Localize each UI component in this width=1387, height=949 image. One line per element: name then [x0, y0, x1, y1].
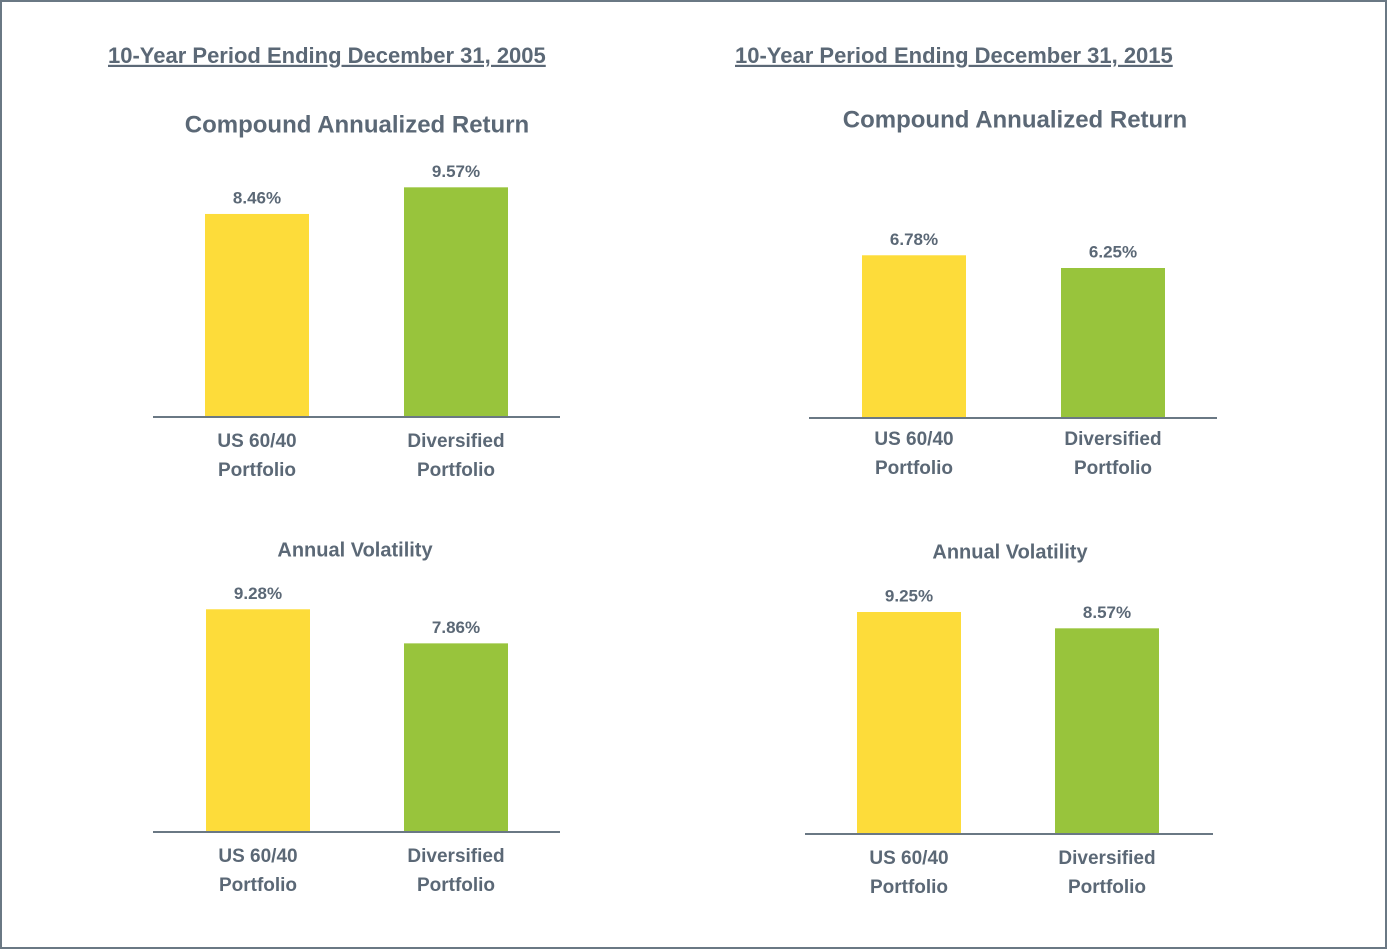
value-label: 8.57%: [1083, 603, 1131, 622]
bar: [404, 643, 508, 832]
bar: [857, 612, 961, 834]
category-label: Portfolio: [417, 875, 495, 896]
category-label: Diversified: [407, 846, 504, 867]
bar: [1061, 268, 1165, 418]
category-label: Portfolio: [417, 460, 495, 481]
bar: [1055, 628, 1159, 834]
category-label: US 60/40: [217, 431, 296, 452]
category-label: Portfolio: [218, 460, 296, 481]
bar: [206, 609, 310, 832]
value-label: 9.28%: [234, 584, 282, 603]
chart-title: Annual Volatility: [277, 539, 433, 561]
category-label: US 60/40: [218, 846, 297, 867]
category-label: Portfolio: [219, 875, 297, 896]
category-label: Portfolio: [1068, 877, 1146, 898]
value-label: 9.25%: [885, 586, 933, 605]
bar: [205, 213, 309, 417]
category-label: US 60/40: [874, 429, 953, 450]
category-label: Portfolio: [875, 458, 953, 479]
category-label: US 60/40: [869, 848, 948, 869]
bar: [862, 255, 966, 418]
category-label: Portfolio: [1074, 458, 1152, 479]
value-label: 6.25%: [1089, 242, 1137, 261]
category-label: Diversified: [1064, 429, 1161, 450]
category-label: Diversified: [407, 431, 504, 452]
value-label: 9.57%: [432, 162, 480, 181]
chart-title: Compound Annualized Return: [843, 106, 1187, 133]
value-label: 8.46%: [233, 188, 281, 207]
category-label: Portfolio: [870, 877, 948, 898]
bar: [404, 187, 508, 417]
value-label: 6.78%: [890, 230, 938, 249]
value-label: 7.86%: [432, 618, 480, 637]
section-heading: 10-Year Period Ending December 31, 2015: [735, 43, 1173, 68]
category-label: Diversified: [1058, 848, 1155, 869]
chart-title: Annual Volatility: [932, 541, 1088, 563]
chart-title: Compound Annualized Return: [185, 111, 529, 138]
section-heading: 10-Year Period Ending December 31, 2005: [108, 43, 546, 68]
